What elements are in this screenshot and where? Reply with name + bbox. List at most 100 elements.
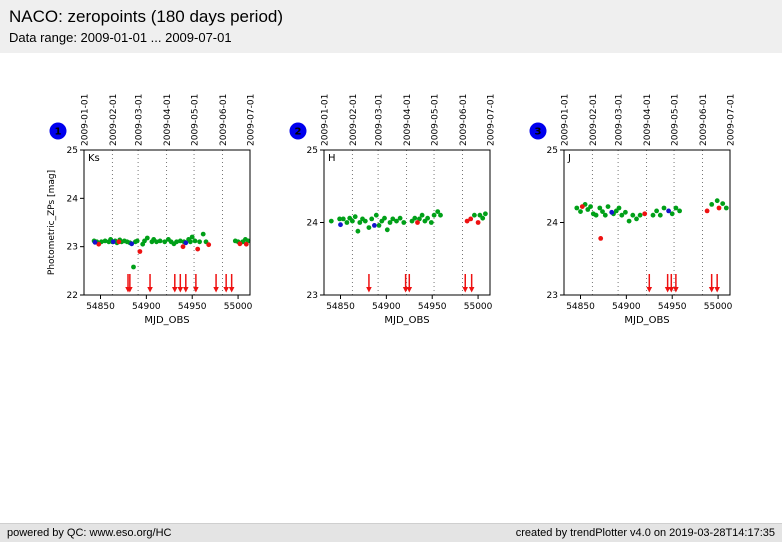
- outlier-arrow-head: [664, 287, 671, 293]
- data-point-green: [669, 211, 675, 217]
- header: NACO: zeropoints (180 days period) Data …: [0, 0, 782, 53]
- data-point-green: [188, 239, 193, 245]
- data-point-green: [623, 209, 628, 215]
- data-point-green: [387, 220, 393, 225]
- y-tick-label: 23: [547, 291, 558, 301]
- data-point-green: [419, 212, 425, 218]
- chart-h[interactable]: 2009-01-01 2009-02-01 2009-03-01 2009-04-01…: [284, 86, 524, 336]
- chart-ks[interactable]: 2009-01-01 2009-02-01 2009-03-01 2009-04-01…: [44, 86, 284, 336]
- data-point-red: [137, 249, 143, 254]
- outlier-arrow-head: [468, 287, 475, 293]
- data-point-red: [579, 204, 585, 209]
- chart-ks-plot: 2009-01-01 2009-02-01 2009-03-01 2009-04-01…: [47, 94, 257, 326]
- y-tick-label: 24: [547, 219, 559, 229]
- month-label: 2009-07-01: [727, 94, 737, 146]
- month-label: 2009-06-01: [219, 94, 229, 146]
- data-point-red: [475, 220, 481, 225]
- outlier-arrow-head: [673, 287, 679, 293]
- data-point-blue: [92, 239, 98, 245]
- chart-j[interactable]: 2009-01-01 2009-02-01 2009-03-01 2009-04-01…: [524, 86, 764, 336]
- month-label: 2009-02-01: [589, 94, 599, 146]
- data-point-green: [650, 212, 656, 218]
- data-point-green: [428, 220, 434, 225]
- data-point-green: [369, 216, 375, 222]
- chart-number-badge: [289, 122, 307, 140]
- data-point-green: [390, 216, 396, 222]
- data-point-green: [654, 208, 659, 214]
- band-label: Ks: [88, 153, 100, 164]
- data-point-green: [605, 204, 611, 209]
- data-point-blue: [666, 208, 671, 214]
- data-point-red: [716, 205, 722, 211]
- data-point-green: [131, 264, 136, 270]
- month-label: 2009-01-01: [561, 94, 571, 146]
- data-point-red: [237, 241, 243, 247]
- data-point-green: [480, 215, 486, 221]
- month-label: 2009-05-01: [191, 94, 201, 146]
- data-point-green: [438, 212, 443, 218]
- x-tick-label: 54950: [658, 302, 687, 312]
- month-label: 2009-03-01: [615, 94, 625, 146]
- data-point-green: [593, 212, 599, 218]
- data-point-green: [600, 209, 605, 214]
- data-point-red: [195, 246, 201, 252]
- data-point-green: [417, 216, 422, 222]
- data-point-green: [362, 218, 368, 224]
- data-point-green: [373, 212, 379, 218]
- data-point-blue: [129, 241, 135, 247]
- chart-number: 2: [295, 127, 302, 138]
- data-point-green: [328, 218, 334, 224]
- y-tick-label: 23: [67, 243, 78, 253]
- charts-row: 2009-01-01 2009-02-01 2009-03-01 2009-04-01…: [44, 86, 764, 336]
- data-point-blue: [338, 222, 343, 228]
- month-label: 2009-02-01: [349, 94, 359, 146]
- data-point-green: [578, 209, 583, 214]
- month-label: 2009-01-01: [321, 94, 331, 146]
- footer-powered-by: powered by QC: www.eso.org/HC: [7, 527, 172, 539]
- data-point-green: [397, 215, 403, 221]
- month-label: 2009-05-01: [431, 94, 441, 146]
- data-point-green: [720, 201, 726, 206]
- data-point-green: [344, 220, 350, 225]
- data-point-green: [340, 216, 346, 222]
- data-point-blue: [110, 239, 116, 245]
- x-tick-label: 54850: [566, 302, 595, 312]
- chart-number: 3: [535, 127, 542, 138]
- footer-created-by: created by trendPlotter v4.0 on 2019-03-…: [515, 527, 775, 539]
- month-label: 2009-02-01: [109, 94, 119, 146]
- month-label: 2009-04-01: [163, 94, 173, 146]
- month-label: 2009-07-01: [247, 94, 257, 146]
- data-point-blue: [183, 240, 189, 246]
- data-point-red: [116, 239, 122, 245]
- data-point-red: [206, 242, 212, 248]
- x-tick-label: 54850: [86, 302, 115, 312]
- chart-j-plot: 2009-01-01 2009-02-01 2009-03-01 2009-04-01…: [529, 94, 737, 326]
- month-label: 2009-03-01: [375, 94, 385, 146]
- data-point-green: [355, 228, 361, 234]
- data-point-red: [704, 208, 710, 214]
- data-point-green: [102, 238, 108, 244]
- data-point-green: [477, 212, 483, 218]
- data-point-green: [574, 205, 580, 211]
- outlier-arrow-head: [127, 287, 133, 293]
- x-tick-label: 54950: [418, 302, 447, 312]
- data-point-green: [401, 220, 407, 225]
- y-tick-label: 25: [547, 146, 558, 156]
- data-point-green: [634, 216, 639, 222]
- data-point-green: [192, 238, 198, 244]
- data-point-green: [472, 212, 477, 218]
- x-axis-label: MJD_OBS: [624, 315, 669, 326]
- data-point-green: [714, 198, 720, 204]
- data-point-green: [197, 239, 203, 245]
- month-label: 2009-06-01: [459, 94, 469, 146]
- outlier-arrow-head: [462, 287, 469, 293]
- outlier-arrow-head: [228, 287, 235, 293]
- data-point-green: [616, 205, 622, 211]
- data-point-green: [189, 234, 195, 240]
- data-point-blue: [372, 223, 377, 228]
- data-point-green: [134, 238, 140, 244]
- y-tick-label: 25: [67, 146, 78, 156]
- data-point-green: [637, 212, 643, 218]
- outlier-arrow-head: [714, 287, 720, 293]
- outlier-arrow-head: [402, 287, 409, 293]
